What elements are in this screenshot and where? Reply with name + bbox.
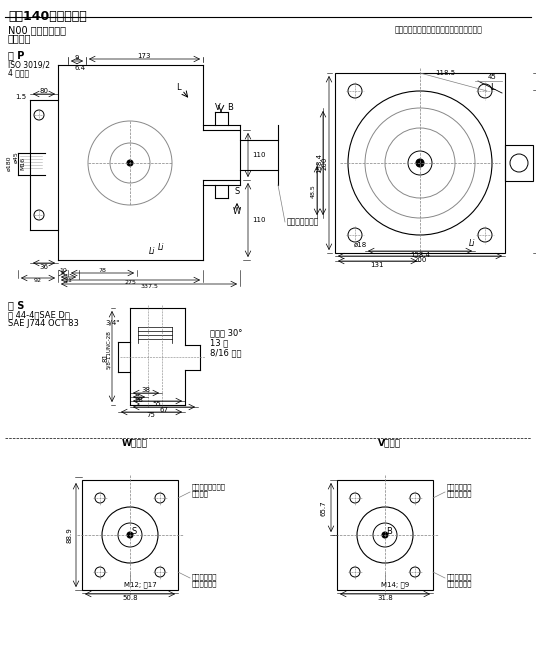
Text: 158.4: 158.4 [410,252,430,258]
Text: 200: 200 [413,257,427,263]
Text: 158.4: 158.4 [316,153,322,173]
Text: 压力角 30°: 压力角 30° [210,329,242,338]
Text: B: B [386,526,392,536]
Text: 92: 92 [34,279,42,283]
Text: ø18: ø18 [353,242,367,248]
Text: S: S [131,526,137,536]
Text: 机械排量限制器: 机械排量限制器 [287,217,319,227]
Text: 无控制阀: 无控制阀 [8,33,32,43]
Text: 9: 9 [75,55,79,61]
Text: Li: Li [149,247,155,257]
Text: B: B [227,103,233,111]
Text: 131: 131 [370,262,384,268]
Text: 337.5: 337.5 [140,285,158,289]
Text: 1.5: 1.5 [15,94,26,100]
Text: 78: 78 [98,267,106,273]
Bar [82,480,178,590]
Text: ISO 3019/2: ISO 3019/2 [8,60,50,69]
Text: W向视图: W向视图 [122,438,148,448]
Text: 67: 67 [160,407,168,413]
Text: 118.5: 118.5 [435,70,455,76]
Text: W: W [233,207,241,217]
Text: L: L [176,83,180,91]
Bar [505,145,533,181]
Text: 5/8-11UNC-2B: 5/8-11UNC-2B [106,331,111,370]
Text: 38: 38 [142,387,151,393]
Text: Li: Li [158,243,165,253]
Text: 13 齿: 13 齿 [210,338,228,348]
Text: 275: 275 [124,281,136,285]
Text: ø180: ø180 [7,155,12,171]
Text: 机械排量限制
器，最大排量: 机械排量限制 器，最大排量 [447,483,473,497]
Text: 55: 55 [153,401,161,407]
Text: 机械排量限制
器，最小排量: 机械排量限制 器，最小排量 [447,573,473,587]
Text: L: L [490,83,494,91]
Text: M16: M16 [20,157,25,169]
Text: 3/4": 3/4" [106,320,120,326]
Text: 48.5: 48.5 [310,184,316,198]
Text: 110: 110 [252,217,265,223]
Text: 88.9: 88.9 [66,527,72,543]
Text: N00 型（无通轴）: N00 型（无通轴） [8,25,66,35]
Text: ø45: ø45 [14,151,19,163]
Text: 50.8: 50.8 [122,595,138,601]
Circle shape [127,532,133,538]
Circle shape [127,160,133,166]
Text: 在确定最终设计之前，请务必索取安装图。: 在确定最终设计之前，请务必索取安装图。 [395,25,483,34]
Text: 轴 44-4（SAE D）: 轴 44-4（SAE D） [8,310,70,319]
Text: M12; 深17: M12; 深17 [124,582,157,588]
Text: 110: 110 [252,152,265,158]
Text: 65.7: 65.7 [321,500,327,516]
Text: 10: 10 [59,267,67,273]
Text: 28: 28 [135,397,144,403]
Text: 轴 P: 轴 P [8,50,24,60]
Text: 45: 45 [488,74,496,80]
Text: V: V [215,103,221,111]
Text: 173: 173 [137,53,151,59]
Text: S: S [234,187,240,197]
Text: 轴 S: 轴 S [8,300,24,310]
Circle shape [416,159,424,167]
Text: V向视图: V向视图 [378,438,401,448]
Text: 200: 200 [322,156,328,169]
Text: SAE J744 OCT 83: SAE J744 OCT 83 [8,319,79,328]
Text: 31.8: 31.8 [377,595,393,601]
Text: 机械排量限制器，
最大排量: 机械排量限制器， 最大排量 [192,483,226,497]
Bar [335,73,505,253]
Text: 21: 21 [64,277,72,283]
Bar [337,480,433,590]
Text: Li: Li [469,239,475,247]
Text: 机械排量限制
器，最小排量: 机械排量限制 器，最小排量 [192,573,218,587]
Text: 75: 75 [146,412,155,418]
Text: 81: 81 [103,352,109,362]
Text: 规格140的元件尺寸: 规格140的元件尺寸 [8,10,87,23]
Text: 6.4: 6.4 [75,65,86,71]
Circle shape [382,532,388,538]
Text: 80: 80 [40,88,48,94]
Text: 4 孔法兰: 4 孔法兰 [8,68,29,77]
Text: 8/16 节距: 8/16 节距 [210,348,242,358]
Text: 36: 36 [40,264,48,270]
Text: M14; 深9: M14; 深9 [381,582,409,588]
